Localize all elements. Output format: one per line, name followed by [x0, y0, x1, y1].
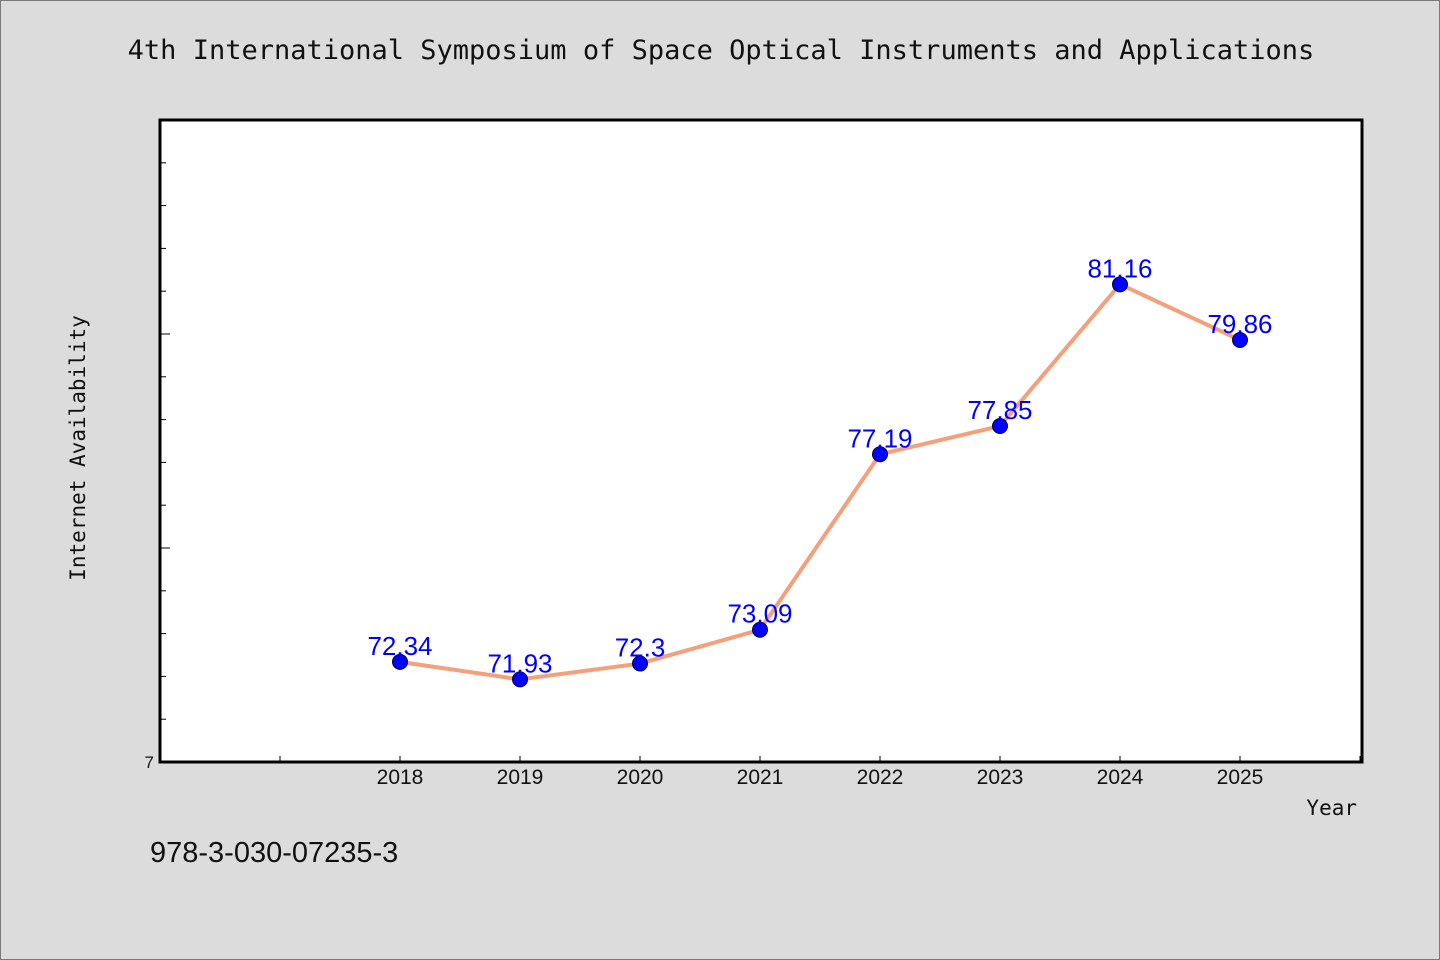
- data-label: 72.34: [367, 631, 432, 661]
- x-tick-label: 2024: [1097, 766, 1144, 789]
- data-label: 81.16: [1087, 253, 1152, 283]
- x-tick-label: 2022: [857, 766, 904, 789]
- data-point: [752, 621, 768, 638]
- data-label: 77.85: [967, 395, 1032, 425]
- series-layer: [392, 276, 1248, 688]
- data-label: 79.86: [1207, 309, 1272, 339]
- data-label: 73.09: [727, 599, 792, 629]
- data-label: 71.93: [487, 648, 552, 678]
- data-point: [512, 671, 528, 688]
- data-point: [1112, 276, 1128, 293]
- data-labels: 72.34 71.93 72.3 73.09 77.19 77.85 81.16 79.86: [367, 253, 1272, 678]
- data-point: [992, 418, 1008, 435]
- y-tick-label: 7: [145, 753, 154, 772]
- footer-isbn: 978-3-030-07235-3: [150, 837, 399, 869]
- data-point: [1232, 331, 1248, 348]
- data-label: 77.19: [847, 423, 912, 453]
- chart-title: 4th International Symposium of Space Opt…: [127, 35, 1315, 66]
- x-tick-label: 2023: [977, 766, 1024, 789]
- axis-ticks: 7 2018 2019 2020 2021 2022 2023 2024 2025: [145, 162, 1361, 789]
- x-axis-title: Year: [1306, 796, 1357, 820]
- data-point: [392, 653, 408, 670]
- data-point: [872, 446, 888, 463]
- series-line: [398, 282, 1242, 682]
- x-tick-label: 2021: [737, 766, 784, 789]
- x-tick-label: 2020: [617, 766, 664, 789]
- x-tick-label: 2018: [377, 766, 424, 789]
- data-label: 72.3: [615, 633, 666, 663]
- data-point: [632, 655, 648, 672]
- x-tick-label: 2025: [1217, 766, 1264, 789]
- plot-area: [158, 118, 1364, 764]
- x-tick-label: 2019: [497, 766, 544, 789]
